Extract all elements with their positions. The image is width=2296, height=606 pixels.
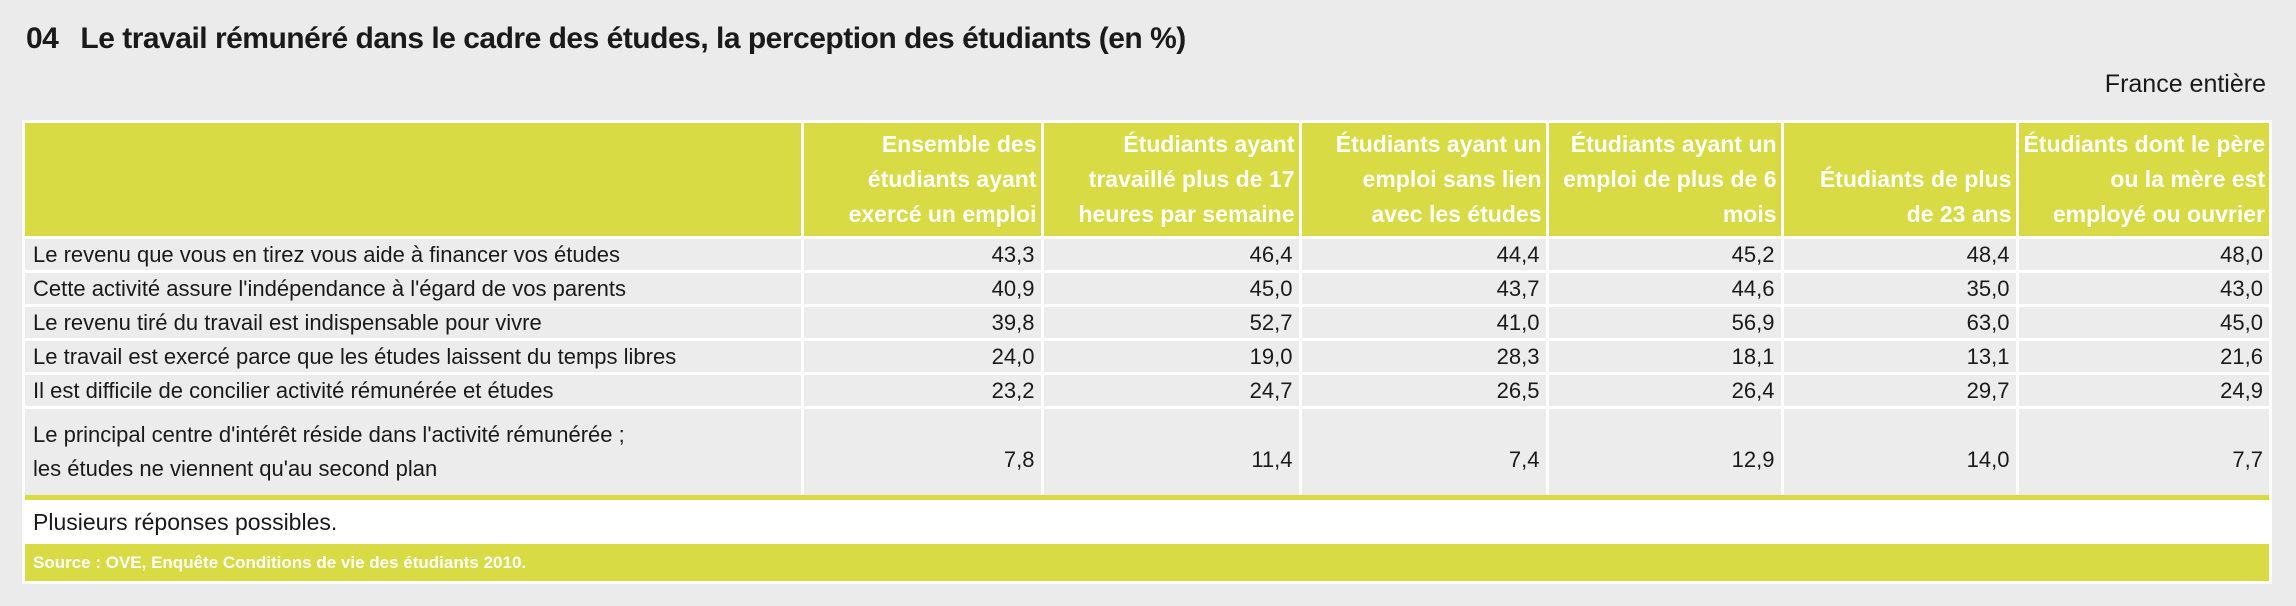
header-row: Ensemble des étudiants ayant exercé un e… — [25, 123, 2269, 238]
value-cell: 52,7 — [1040, 304, 1300, 340]
row-label: Cette activité assure l'indépendance à l… — [33, 276, 626, 301]
row-label-cell: Le principal centre d'intérêt réside dan… — [25, 406, 802, 495]
row-label: Le principal centre d'intérêt réside dan… — [33, 422, 625, 447]
value-cell: 44,6 — [1545, 270, 1782, 306]
value-cell: 43,3 — [800, 236, 1042, 272]
value-cell: 26,5 — [1298, 372, 1547, 408]
row-label: Le revenu tiré du travail est indispensa… — [33, 310, 542, 335]
row-label-cell: Cette activité assure l'indépendance à l… — [25, 270, 802, 306]
row-label-cell: Il est difficile de concilier activité r… — [25, 372, 802, 408]
value-cell: 35,0 — [1780, 270, 2017, 306]
column-header: Étudiants de plus de 23 ans — [1780, 123, 2017, 238]
table-row: Il est difficile de concilier activité r… — [25, 372, 2269, 408]
column-header: Étudiants ayant un emploi sans lien avec… — [1298, 123, 1547, 238]
value-cell: 43,7 — [1298, 270, 1547, 306]
value-cell: 11,4 — [1040, 406, 1300, 495]
value-cell: 7,7 — [2015, 406, 2269, 495]
value-cell: 45,0 — [1040, 270, 1300, 306]
value-cell: 45,2 — [1545, 236, 1782, 272]
table-row: Le principal centre d'intérêt réside dan… — [25, 406, 2269, 495]
row-label-cell: Le travail est exercé parce que les étud… — [25, 338, 802, 374]
header-empty — [25, 123, 802, 238]
value-cell: 48,0 — [2015, 236, 2269, 272]
column-header: Étudiants ayant travaillé plus de 17 heu… — [1040, 123, 1300, 238]
scope-label: France entière — [2104, 70, 2266, 98]
value-cell: 26,4 — [1545, 372, 1782, 408]
value-cell: 24,9 — [2015, 372, 2269, 408]
value-cell: 21,6 — [2015, 338, 2269, 374]
value-cell: 63,0 — [1780, 304, 2017, 340]
table-title: 04 Le travail rémunéré dans le cadre des … — [26, 22, 1186, 56]
value-cell: 39,8 — [800, 304, 1042, 340]
row-label: Le travail est exercé parce que les étud… — [33, 344, 677, 369]
value-cell: 7,4 — [1298, 406, 1547, 495]
value-cell: 44,4 — [1298, 236, 1547, 272]
value-cell: 43,0 — [2015, 270, 2269, 306]
column-header: Ensemble des étudiants ayant exercé un e… — [800, 123, 1042, 238]
value-cell: 23,2 — [800, 372, 1042, 408]
value-cell: 7,8 — [800, 406, 1042, 495]
value-cell: 19,0 — [1040, 338, 1300, 374]
row-label-cell: Le revenu tiré du travail est indispensa… — [25, 304, 802, 340]
value-cell: 13,1 — [1780, 338, 2017, 374]
table-row: Le travail est exercé parce que les étud… — [25, 338, 2269, 374]
value-cell: 18,1 — [1545, 338, 1782, 374]
column-header: Étudiants dont le père ou la mère est em… — [2015, 123, 2269, 238]
table-row: Le revenu tiré du travail est indispensa… — [25, 304, 2269, 340]
value-cell: 24,7 — [1040, 372, 1300, 408]
source-line: Source : OVE, Enquête Conditions de vie … — [25, 544, 2269, 584]
value-cell: 14,0 — [1780, 406, 2017, 495]
table-row: Cette activité assure l'indépendance à l… — [25, 270, 2269, 306]
value-cell: 29,7 — [1780, 372, 2017, 408]
row-label: Le revenu que vous en tirez vous aide à … — [33, 242, 621, 267]
value-cell: 12,9 — [1545, 406, 1782, 495]
value-cell: 56,9 — [1545, 304, 1782, 340]
column-header: Étudiants ayant un emploi de plus de 6 m… — [1545, 123, 1782, 238]
table-note: Plusieurs réponses possibles. — [25, 495, 2269, 544]
value-cell: 46,4 — [1040, 236, 1300, 272]
table-number: 04 — [26, 22, 59, 55]
value-cell: 24,0 — [800, 338, 1042, 374]
row-label-line2: les études ne viennent qu'au second plan — [33, 456, 438, 481]
table-row: Le revenu que vous en tirez vous aide à … — [25, 236, 2269, 272]
value-cell: 40,9 — [800, 270, 1042, 306]
value-cell: 41,0 — [1298, 304, 1547, 340]
value-cell: 45,0 — [2015, 304, 2269, 340]
row-label: Il est difficile de concilier activité r… — [33, 378, 554, 403]
table-title-text: Le travail rémunéré dans le cadre des ét… — [80, 22, 1186, 55]
row-label-cell: Le revenu que vous en tirez vous aide à … — [25, 236, 802, 272]
data-table: Ensemble des étudiants ayant exercé un e… — [22, 120, 2272, 584]
value-cell: 48,4 — [1780, 236, 2017, 272]
value-cell: 28,3 — [1298, 338, 1547, 374]
